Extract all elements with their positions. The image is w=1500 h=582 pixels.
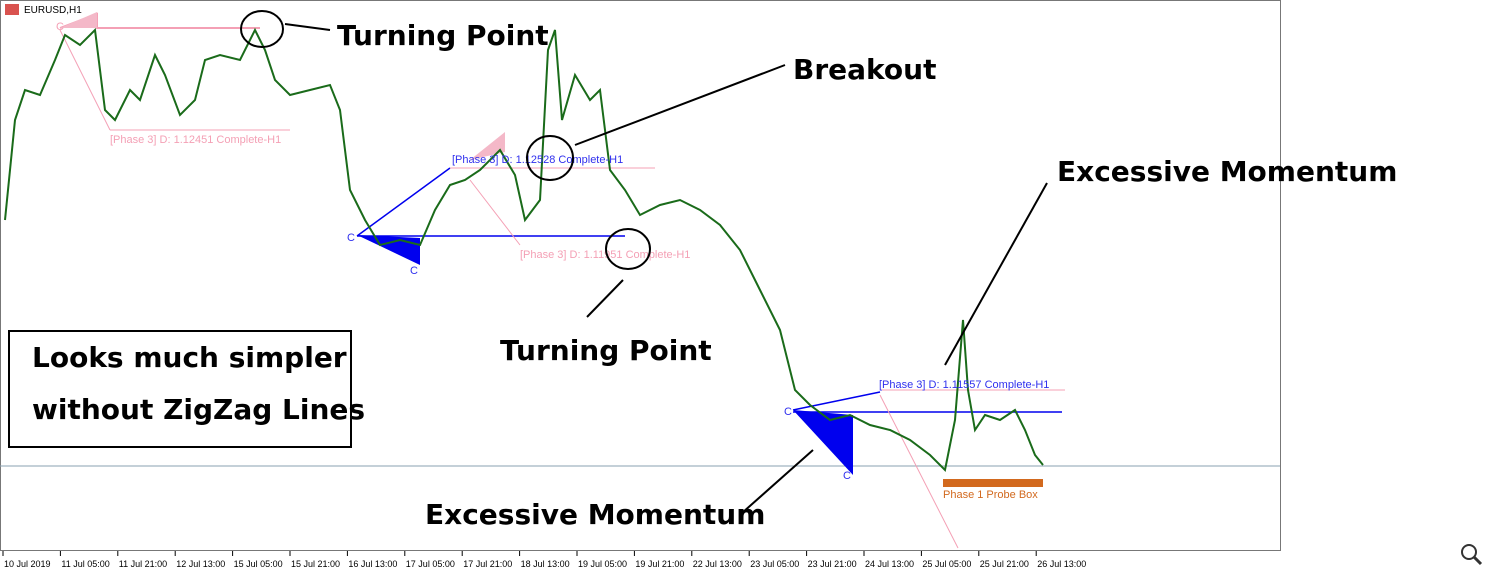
callout-line — [741, 449, 814, 514]
symbol-icon — [5, 4, 19, 15]
axis-label: 19 Jul 05:00 — [578, 559, 627, 569]
note-text: Looks much simpler — [32, 341, 347, 374]
price-trace — [4, 27, 1044, 473]
symbol: EURUSD,H1 — [24, 5, 82, 16]
annotation: Breakout — [793, 53, 936, 86]
pattern-label: [Phase 3] D: 1.11557 Complete-H1 — [879, 379, 1049, 391]
chart-frame — [0, 0, 1281, 551]
axis-label: 24 Jul 13:00 — [865, 559, 914, 569]
pattern-line — [792, 391, 881, 411]
pattern-line — [469, 179, 521, 246]
axis-label: 17 Jul 05:00 — [406, 559, 455, 569]
axis-label: 26 Jul 13:00 — [1037, 559, 1086, 569]
axis-label: 23 Jul 21:00 — [808, 559, 857, 569]
probe-box — [943, 479, 1043, 487]
callout-line — [574, 64, 786, 146]
note-text: without ZigZag Lines — [32, 393, 365, 426]
annotation: Turning Point — [337, 19, 549, 52]
pattern-label: [Phase 3] D: 1.12528 Complete-H1 — [452, 154, 623, 166]
callout-line — [284, 23, 331, 31]
axis-label: 18 Jul 13:00 — [521, 559, 570, 569]
pattern-triangle — [793, 410, 853, 475]
axis-label: 25 Jul 05:00 — [922, 559, 971, 569]
annotation: Turning Point — [500, 334, 712, 367]
pattern-line — [356, 167, 451, 237]
point-label: C — [410, 265, 418, 277]
note-box — [8, 330, 352, 448]
time-axis: 10 Jul 2019 11 Jul 05:00 11 Jul 21:00 12 Ju… — [2, 551, 1086, 569]
axis-label: 19 Jul 21:00 — [635, 559, 684, 569]
pattern-triangle — [357, 235, 420, 265]
axis-label: 10 Jul 2019 — [4, 559, 51, 569]
annotation: Excessive Momentum — [425, 498, 765, 531]
callout-circle — [605, 228, 651, 270]
callout-circle — [240, 10, 284, 48]
callout-circle — [526, 135, 574, 181]
patterns — [59, 12, 1065, 549]
axis-label: 25 Jul 21:00 — [980, 559, 1029, 569]
zoom-lens — [1461, 544, 1477, 560]
axis-label: 11 Jul 05:00 — [61, 559, 109, 569]
callouts — [240, 10, 1048, 514]
pattern-label: Phase 1 Probe Box — [943, 489, 1038, 501]
pattern-label: [Phase 3] D: 1.12451 Complete-H1 — [110, 134, 281, 146]
point-label: C — [843, 470, 851, 482]
axis-label: 16 Jul 13:00 — [348, 559, 397, 569]
pattern-line — [59, 29, 111, 131]
pattern-triangle — [60, 12, 97, 28]
zoom-icon[interactable] — [1461, 544, 1483, 566]
axis-label: 12 Jul 13:00 — [176, 559, 225, 569]
point-label: C — [347, 232, 355, 244]
axis-label: 22 Jul 13:00 — [693, 559, 742, 569]
zoom-handle — [1472, 555, 1483, 566]
axis-label: 15 Jul 05:00 — [234, 559, 283, 569]
axis-label: 17 Jul 21:00 — [463, 559, 512, 569]
point-label: C — [56, 21, 64, 33]
axis-label: 15 Jul 21:00 — [291, 559, 340, 569]
axis-label: 23 Jul 05:00 — [750, 559, 799, 569]
callout-line — [586, 279, 624, 318]
point-label: C — [784, 406, 792, 418]
pattern-line — [879, 394, 959, 549]
axis-label: 11 Jul 21:00 — [119, 559, 167, 569]
annotation: Excessive Momentum — [1057, 155, 1397, 188]
callout-line — [944, 182, 1048, 366]
